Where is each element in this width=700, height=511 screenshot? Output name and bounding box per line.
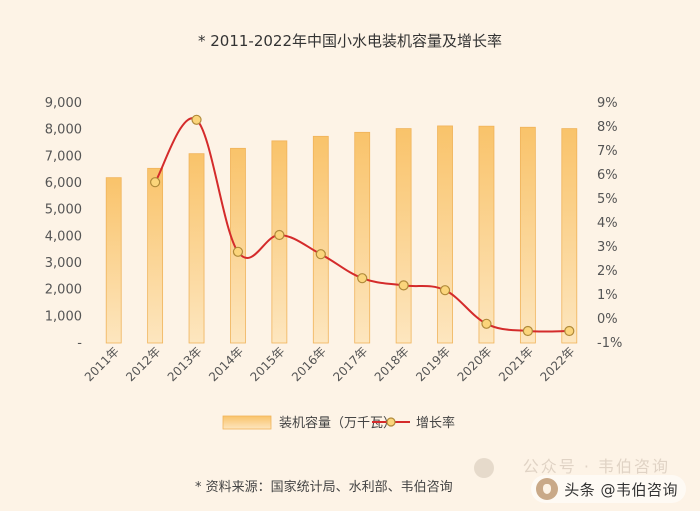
left-tick-label: 2,000: [45, 283, 82, 298]
legend-bar-swatch: [222, 415, 272, 430]
left-tick-label: 7,000: [45, 149, 82, 164]
x-tick-label: 2018年: [372, 344, 412, 384]
left-tick-label: 1,000: [45, 309, 82, 324]
source-note: * 资料来源：国家统计局、水利部、韦伯咨询: [195, 479, 453, 495]
right-tick-label: 6%: [597, 168, 618, 183]
growth-point: [150, 177, 161, 188]
bar: [230, 147, 246, 344]
bar: [519, 126, 536, 344]
chart-title: * 2011-2022年中国小水电装机容量及增长率: [198, 32, 502, 50]
legend-bar-label: 装机容量（万千瓦）: [279, 415, 396, 431]
left-axis: - 1,000 2,000 3,000 4,000 5,000 6,000 7,000 8,00…: [45, 96, 83, 351]
bar: [395, 128, 412, 344]
legend: 装机容量（万千瓦） 增长率: [222, 415, 455, 431]
growth-point: [191, 114, 202, 125]
right-tick-label: 2%: [597, 264, 618, 279]
bar: [561, 128, 578, 344]
bar: [354, 131, 371, 344]
x-tick-label: 2019年: [413, 344, 453, 384]
bar: [271, 140, 288, 344]
growth-point: [398, 280, 409, 291]
left-tick-label: 8,000: [45, 123, 82, 138]
right-tick-label: 5%: [597, 192, 618, 207]
left-tick-label: 6,000: [45, 176, 82, 191]
right-tick-label: 8%: [597, 120, 618, 135]
x-tick-label: 2011年: [82, 344, 122, 384]
left-tick-label: 5,000: [45, 203, 82, 218]
right-tick-label: 7%: [597, 144, 618, 159]
right-tick-label: 1%: [597, 288, 618, 303]
bar-series: [105, 125, 578, 344]
growth-point: [522, 325, 533, 337]
x-tick-label: 2020年: [455, 344, 495, 384]
right-axis: -1% 0% 1% 2% 3% 4% 5% 6% 7% 8% 9%: [597, 96, 622, 351]
right-tick-label: 3%: [597, 240, 618, 255]
x-tick-label: 2014年: [206, 344, 246, 384]
ghost-logo-icon: [474, 458, 494, 478]
left-tick-label: 9,000: [45, 96, 82, 111]
growth-point: [439, 285, 451, 296]
right-tick-label: 9%: [597, 96, 618, 111]
left-tick-label: 3,000: [45, 256, 82, 271]
left-tick-label: 4,000: [45, 229, 82, 244]
growth-point: [315, 249, 326, 260]
growth-point: [357, 273, 368, 284]
growth-point: [564, 325, 575, 337]
bar: [312, 135, 329, 344]
bar: [478, 125, 495, 344]
right-tick-label: 0%: [597, 312, 618, 327]
watermark-text: 头条 @韦伯咨询: [564, 480, 678, 499]
line-series: [150, 114, 575, 337]
x-axis: 2011年 2012年 2013年 2014年 2015年 2016年 2017年 2018年…: [82, 344, 578, 384]
logo-icon: [536, 478, 559, 500]
growth-line: [154, 117, 570, 333]
watermark: 头条 @韦伯咨询: [531, 475, 686, 503]
legend-line-marker: [386, 417, 396, 427]
x-tick-label: 2013年: [165, 344, 205, 384]
x-tick-label: 2017年: [330, 344, 370, 384]
growth-point: [232, 246, 244, 257]
growth-point: [274, 229, 285, 241]
x-tick-label: 2022年: [537, 344, 577, 384]
right-tick-label: -1%: [597, 336, 622, 351]
bar: [147, 167, 164, 344]
bar: [105, 177, 122, 344]
right-tick-label: 4%: [597, 216, 618, 231]
legend-line-label: 增长率: [416, 415, 455, 431]
bar: [437, 125, 453, 344]
left-tick-label: -: [77, 336, 82, 351]
x-tick-label: 2021年: [496, 344, 536, 384]
x-tick-label: 2012年: [123, 344, 163, 384]
ghost-watermark: 公众号 · 韦伯咨询: [522, 457, 670, 476]
x-tick-label: 2015年: [248, 344, 288, 384]
bar: [188, 153, 205, 344]
growth-point: [481, 318, 492, 329]
x-tick-label: 2016年: [289, 344, 329, 384]
